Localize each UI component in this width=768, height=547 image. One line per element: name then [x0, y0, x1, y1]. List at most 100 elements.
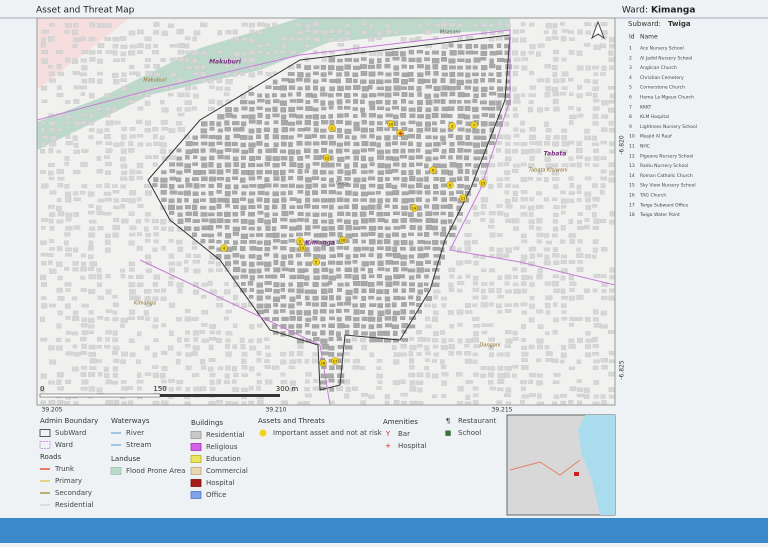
- building: [321, 120, 329, 125]
- building: [168, 155, 176, 160]
- building: [248, 37, 255, 44]
- building: [441, 72, 448, 77]
- building: [297, 261, 303, 266]
- building: [128, 99, 136, 104]
- building: [49, 190, 57, 195]
- building: [385, 198, 391, 203]
- building: [304, 282, 309, 286]
- building: [529, 44, 536, 50]
- building: [439, 128, 446, 133]
- building: [345, 211, 351, 216]
- building: [257, 22, 265, 27]
- building: [504, 177, 510, 181]
- header-bar: [0, 0, 768, 18]
- building: [248, 302, 254, 307]
- building: [385, 99, 391, 105]
- building: [585, 338, 593, 343]
- building: [377, 162, 385, 169]
- building: [224, 141, 232, 147]
- building: [360, 134, 367, 139]
- building: [409, 365, 415, 370]
- building: [600, 189, 605, 195]
- building: [393, 30, 399, 35]
- building: [288, 121, 296, 126]
- building: [177, 191, 184, 195]
- building: [537, 373, 543, 378]
- building: [416, 128, 423, 133]
- building: [65, 226, 73, 231]
- row-id: 11: [629, 144, 635, 150]
- building: [431, 112, 439, 119]
- building: [328, 323, 335, 328]
- building: [472, 393, 479, 398]
- building: [153, 274, 161, 280]
- building: [425, 113, 431, 120]
- building: [432, 394, 438, 399]
- building: [49, 268, 57, 274]
- ward-name: Kimanga: [651, 6, 695, 16]
- building: [113, 79, 120, 85]
- longitude-label: 39.215: [492, 407, 513, 414]
- building: [488, 380, 494, 385]
- building: [416, 121, 423, 127]
- building: [265, 107, 271, 112]
- building: [144, 296, 151, 302]
- building: [304, 232, 311, 236]
- building: [248, 400, 255, 405]
- building: [425, 224, 432, 230]
- building: [449, 142, 455, 147]
- map-frame: [36, 17, 616, 406]
- building: [408, 197, 415, 203]
- building: [72, 29, 78, 35]
- building: [449, 71, 456, 77]
- legend-item: Residential: [55, 501, 94, 509]
- building: [297, 316, 303, 322]
- building: [265, 379, 273, 385]
- building: [239, 126, 245, 132]
- building: [400, 121, 406, 126]
- building: [57, 176, 65, 181]
- building: [257, 71, 263, 76]
- building: [448, 86, 456, 91]
- building: [217, 366, 224, 371]
- building: [401, 205, 409, 210]
- building: [607, 86, 615, 90]
- building: [591, 142, 599, 146]
- building: [321, 261, 326, 266]
- building: [169, 176, 177, 181]
- building: [232, 366, 237, 372]
- building: [248, 176, 256, 181]
- building: [112, 330, 118, 336]
- building: [112, 350, 118, 355]
- building: [49, 127, 56, 133]
- building: [48, 400, 56, 405]
- building: [353, 288, 359, 294]
- building: [137, 282, 144, 287]
- building: [40, 120, 47, 125]
- building: [425, 198, 430, 203]
- building: [136, 162, 144, 169]
- building: [384, 323, 393, 328]
- building: [152, 127, 159, 132]
- building: [208, 162, 214, 168]
- building: [409, 309, 415, 314]
- building: [280, 372, 286, 377]
- building: [408, 107, 416, 112]
- building: [577, 85, 582, 90]
- building: [97, 226, 104, 231]
- building: [160, 219, 167, 225]
- building: [473, 156, 481, 161]
- building: [304, 289, 312, 294]
- building: [305, 72, 311, 78]
- building: [249, 29, 255, 35]
- building: [56, 169, 64, 175]
- building: [441, 169, 449, 175]
- row-id: 7: [629, 104, 632, 110]
- building: [481, 22, 488, 28]
- building: [88, 36, 96, 42]
- building: [552, 86, 559, 92]
- building: [215, 86, 223, 91]
- building: [569, 287, 575, 292]
- building: [281, 254, 287, 260]
- building: [208, 169, 216, 174]
